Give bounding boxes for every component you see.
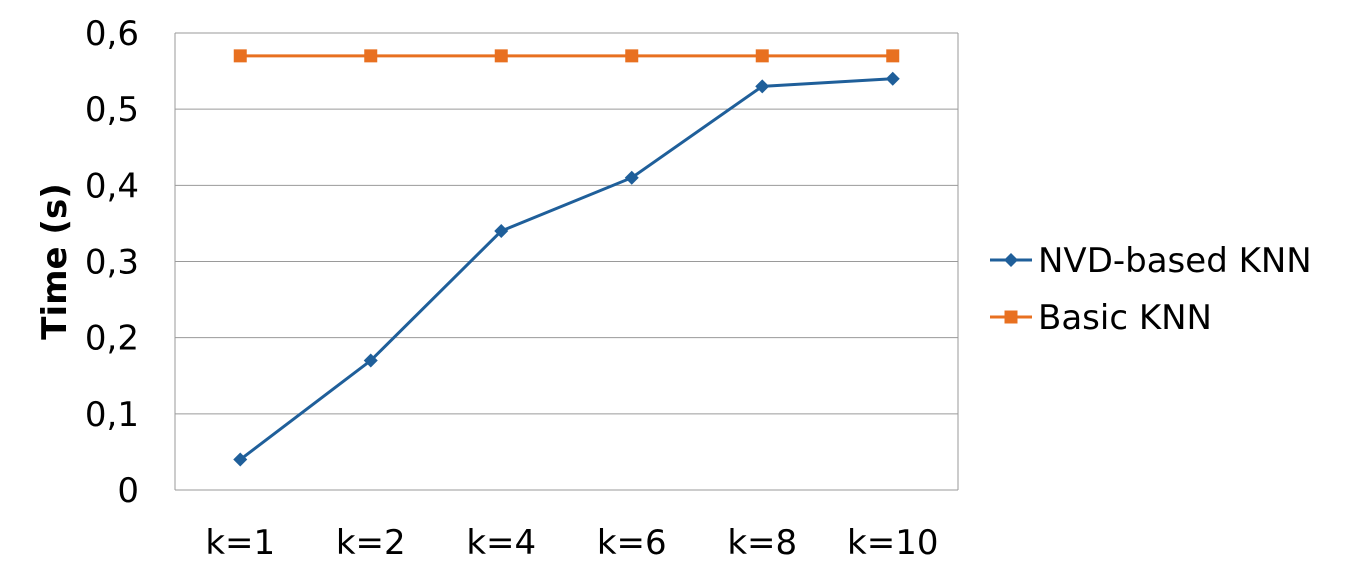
data-point (494, 224, 509, 239)
grid-lines (175, 32, 958, 415)
y-tick-labels: 0 0,1 0,2 0,3 0,4 0,5 0,6 (85, 14, 139, 511)
series-line (239, 77, 893, 461)
x-tick-label: k=6 (597, 523, 667, 563)
data-point (233, 49, 247, 63)
legend-label: Basic KNN (1038, 298, 1212, 338)
legend-marker (1004, 253, 1018, 267)
legend-label: NVD-based KNN (1038, 241, 1312, 281)
data-point (755, 79, 770, 94)
y-tick-label: 0,1 (85, 395, 139, 435)
plot-frame (174, 33, 959, 491)
y-tick-label: 0,6 (85, 14, 139, 54)
legend-marker (1004, 310, 1018, 324)
data-point (625, 49, 639, 63)
series-1 (233, 71, 900, 467)
legend-item: Basic KNN (990, 298, 1212, 338)
data-point (624, 170, 639, 185)
series-2 (233, 49, 900, 63)
x-tick-label: k=4 (466, 523, 536, 563)
data-point (363, 353, 378, 368)
y-tick-label: 0,3 (85, 243, 139, 283)
data-point (885, 71, 900, 86)
x-tick-label: k=2 (336, 523, 406, 563)
data-point (364, 49, 378, 63)
legend: NVD-based KNN Basic KNN (990, 241, 1312, 338)
y-tick-label: 0,4 (85, 166, 139, 206)
x-tick-labels: k=1 k=2 k=4 k=6 k=8 k=10 (205, 523, 938, 563)
y-tick-label: 0,5 (85, 90, 139, 130)
x-tick-label: k=8 (727, 523, 797, 563)
y-tick-label: 0,2 (85, 319, 139, 359)
data-point (494, 49, 508, 63)
y-tick-label: 0 (117, 471, 139, 511)
data-point (233, 452, 248, 467)
series-group (233, 49, 900, 467)
x-tick-label: k=1 (205, 523, 275, 563)
y-axis-label: Time (s) (35, 183, 75, 340)
legend-item: NVD-based KNN (990, 241, 1312, 281)
x-tick-label: k=10 (847, 523, 938, 563)
data-point (886, 49, 900, 63)
data-point (755, 49, 769, 63)
